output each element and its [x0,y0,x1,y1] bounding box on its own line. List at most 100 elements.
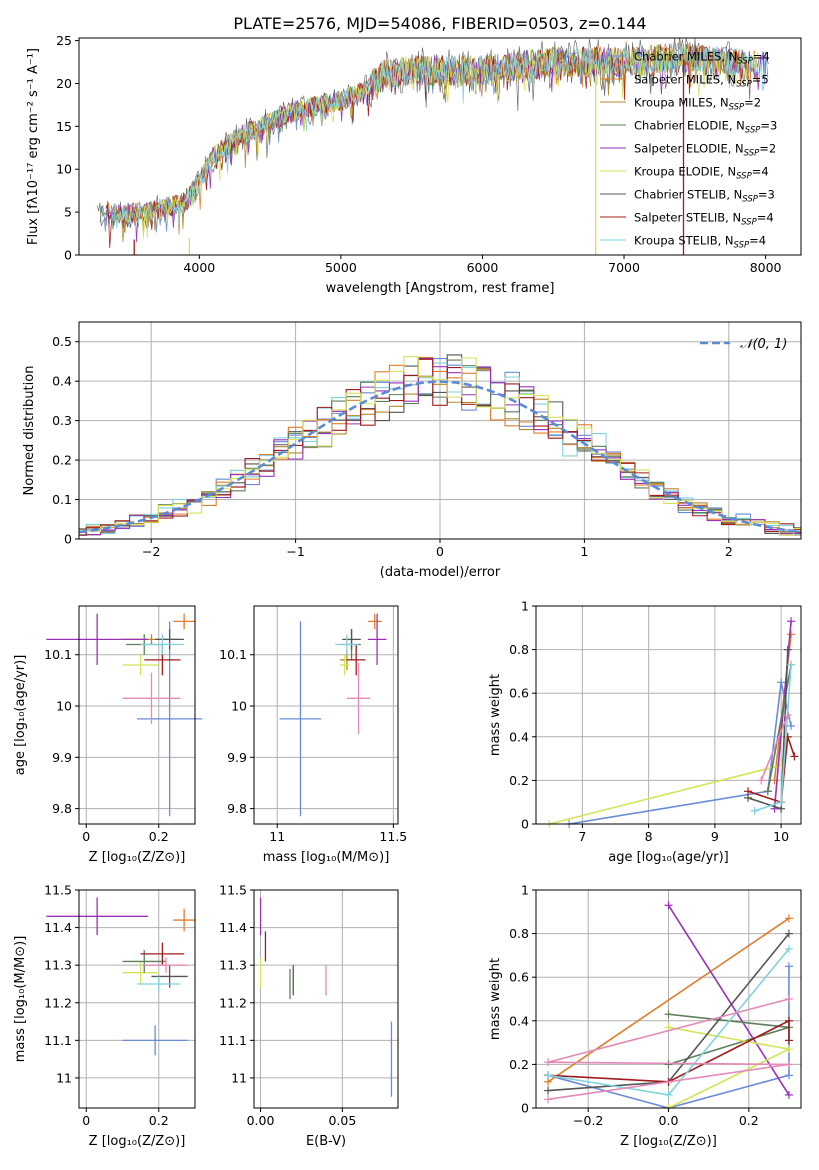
legend-label-chabrier-elodie: Chabrier ELODIE, NSSP=3 [634,119,777,136]
errorbar-salpeter-miles [173,908,195,932]
y-tick-label: 25 [56,33,72,48]
y-tick-label: 11.1 [219,1033,247,1048]
legend-subscript: SSP [741,218,757,228]
axes-spectrum: 4000 5000 6000 7000 8000 0 5 10 15 20 25 wavelength… [26,33,802,296]
series-line [547,998,790,1101]
x-axis-label: Z [log₁₀(Z/Z⊙)] [620,1134,717,1149]
y-tick-label: 11.4 [44,920,72,935]
x-tick-label: 0.00 [247,1113,275,1128]
series-line [760,714,789,781]
plot-area-residuals [78,354,802,536]
y-tick-label: 11.5 [44,883,72,898]
errorbar-chabrier-stelib [155,629,185,650]
y-tick-label: 10 [56,699,72,714]
x-tick-label: 7 [578,829,586,844]
x-tick-label: 8 [645,829,653,844]
y-tick-label: 0.2 [509,1057,529,1072]
x-axis-label: E(B-V) [306,1134,346,1149]
y-axis-label: age [log₁₀(age/yr)] [13,655,28,776]
plot-area-age_vs_Z [46,613,203,817]
y-axis-label: mass weight [488,674,503,756]
axes-frame [78,605,196,825]
y-tick-label: 10 [56,162,72,177]
spectrum-line-kroupa-stelib [111,45,769,229]
legend-label-kroupa-stelib: Kroupa STELIB, NSSP=4 [634,234,766,251]
y-tick-label: 0.2 [509,773,529,788]
x-tick-label: −1 [286,544,304,559]
y-axis-label: Normed distribution [22,366,37,496]
legend-count: =4 [757,211,774,225]
axes-age_vs_mass: 11 11.5 9.8 9.9 10 10.1 mass [log₁₀(M/M⊙)] [219,605,407,865]
y-tick-label: 9.8 [227,801,247,816]
legend-label-kroupa-elodie: Kroupa ELODIE, NSSP=4 [634,165,769,182]
axes-mass_vs_Z: 0 0.2 11 11.1 11.2 11.3 11.4 11.5 Z [log₁₀(Z/Z⊙)… [13,883,196,1149]
y-tick-label: 0.4 [509,729,529,744]
y-tick-label: 11.4 [219,920,247,935]
errorbar-kroupa-elodie [122,654,159,676]
axes-mass_weight_vs_Z: −0.2 0.0 0.2 0 0.2 0.4 0.6 0.8 1 Z [log₁₀(Z/Z⊙)] m… [488,883,802,1149]
legend-count: =2 [744,96,761,110]
plot-area-spectrum [97,38,769,255]
legend-subscript: SSP [729,103,745,113]
x-tick-label: 0.2 [739,1113,759,1128]
series-line [547,917,790,1083]
errorbar-chabrier-miles [137,621,203,817]
errorbar-salpeter-elodie [46,613,148,665]
y-tick-label: 11.1 [44,1033,72,1048]
y-tick-label: 0 [521,1101,529,1116]
x-tick-label: 0.0 [659,1113,679,1128]
y-tick-label: 9.9 [227,750,247,765]
y-tick-label: 9.8 [52,801,72,816]
axes-age_vs_Z: 0 0.2 9.8 9.9 10 10.1 Z [log₁₀(Z/Z⊙)] age [log₁… [13,605,203,865]
legend-spectrum: Chabrier MILES, NSSP=4 Salpeter MILES, NS… [600,50,777,251]
plot-area-age_vs_mass [279,613,387,817]
axes-frame [535,605,802,825]
legend-count: =2 [759,142,776,156]
x-tick-label: 10 [773,829,789,844]
series-salpeter-elodie [664,901,793,1099]
y-tick-label: 0.5 [52,334,72,349]
legend-label-chabrier-stelib: Chabrier STELIB, NSSP=3 [634,188,775,205]
legend-label-normal: 𝒩(0, 1) [740,337,787,352]
legend-label-salpeter-elodie: Salpeter ELODIE, NSSP=2 [634,142,776,159]
legend-subscript: SSP [736,172,752,182]
y-tick-label: 11.2 [219,995,247,1010]
y-tick-label: 0.1 [52,492,72,507]
normal-curve [78,380,802,534]
legend-subscript: SSP [734,241,750,251]
legend-label-salpeter-miles: Salpeter MILES, NSSP=5 [634,73,769,90]
y-tick-label: 1 [521,599,529,614]
x-tick-label: 5000 [325,260,357,275]
errorbar-salpeter-miles [367,613,382,630]
axes-residuals: −2 −1 0 1 2 0 0.1 0.2 0.3 0.4 0.5 (data-model)/erro… [22,321,802,580]
series-kroupa-stelib [750,660,796,815]
legend-count: =4 [749,234,766,248]
legend-subscript: SSP [736,80,752,90]
legend-label-chabrier-miles: Chabrier MILES, NSSP=4 [634,50,770,67]
errorbar-pink [346,662,371,735]
x-axis-label: Z [log₁₀(Z/Z⊙)] [89,850,186,865]
y-tick-label: 0.3 [52,413,72,428]
x-tick-label: 0.2 [149,829,169,844]
y-tick-label: 11 [56,1070,72,1085]
errorbar-kroupa-stelib [140,634,185,655]
series-line [747,736,796,804]
legend-subscript: SSP [745,126,761,136]
y-axis-label: Flux [fλ10⁻¹⁷ erg cm⁻² s⁻¹ A⁻¹] [26,48,41,245]
plot-area-mass_vs_ebv [259,897,393,1097]
y-tick-label: 0.8 [509,926,529,941]
errorbar-kroupa-elodie [122,961,159,984]
figure-title: PLATE=2576, MJD=54086, FIBERID=0503, z=0… [233,14,646,33]
x-tick-label: 4000 [183,260,215,275]
y-tick-label: 20 [56,76,72,91]
x-axis-label: age [log₁₀(age/yr)] [608,850,729,865]
x-tick-label: 6000 [467,260,499,275]
legend-residuals: 𝒩(0, 1) [700,337,787,352]
x-tick-label: 11.5 [379,829,407,844]
errorbar-salpeter-elodie [46,897,148,936]
axes-mass_weight_vs_age: 7 8 9 10 0 0.2 0.4 0.6 0.8 1 age [log₁₀(age/yr)] ma… [488,599,802,865]
plot-area-mass_weight_vs_age [545,617,799,828]
y-tick-label: 9.9 [52,750,72,765]
series-line [767,664,792,792]
x-tick-label: 0.05 [328,1113,356,1128]
